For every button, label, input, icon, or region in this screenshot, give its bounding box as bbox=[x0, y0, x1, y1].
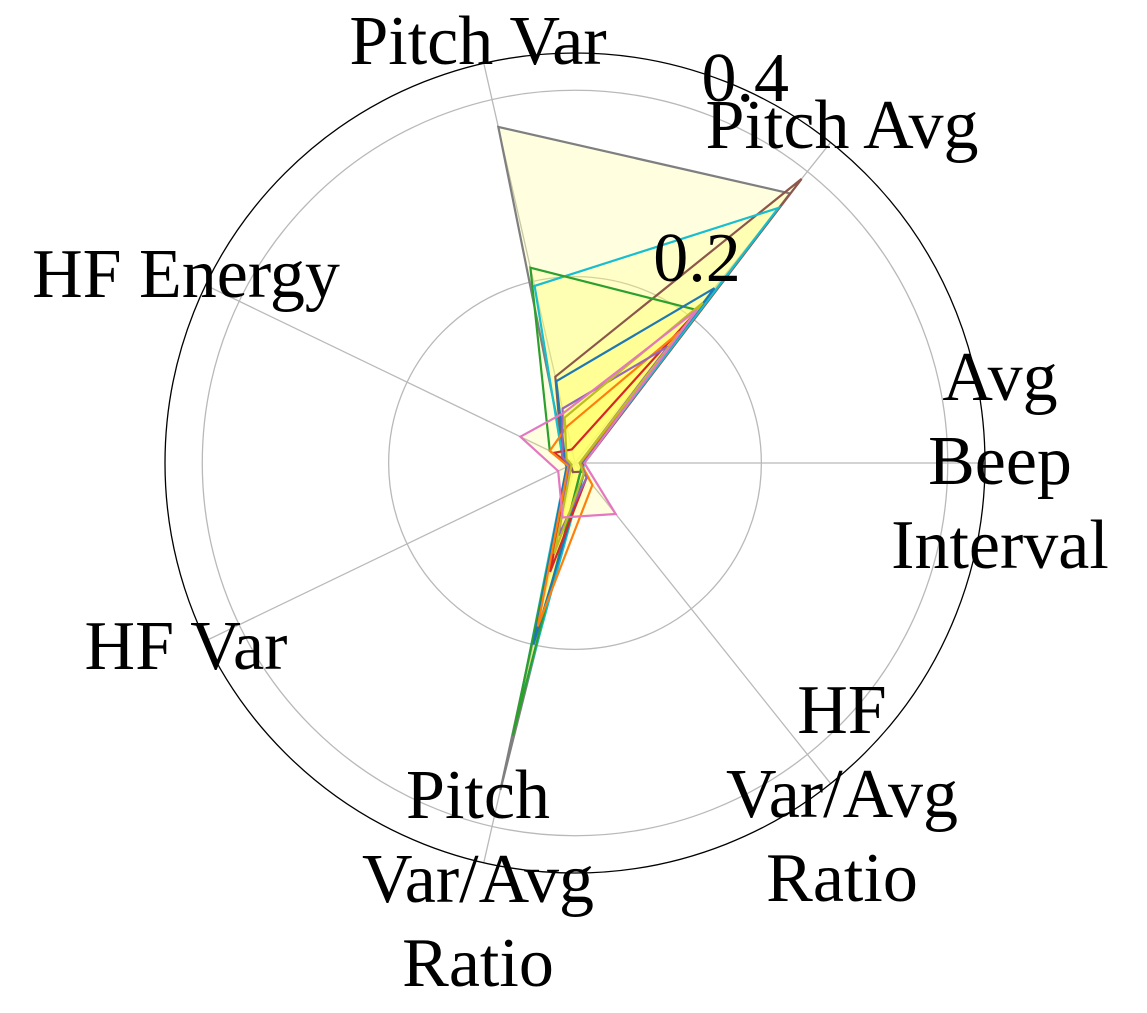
axis-label-4-line-0: HF Var bbox=[85, 608, 288, 685]
axis-label-6-line-0: HF bbox=[797, 672, 886, 749]
axis-label-1: Pitch Avg bbox=[706, 87, 979, 164]
label-layer: 0.2 0.4 Avg Beep Interval Pitch Avg Pitch Var H… bbox=[32, 3, 1109, 1002]
rtick-label-0: 0.2 bbox=[653, 220, 741, 297]
series-fill-8 bbox=[554, 302, 703, 554]
series-fill-9 bbox=[520, 310, 697, 518]
axis-label-0: Avg Beep Interval bbox=[891, 339, 1109, 584]
axis-label-1-line-0: Pitch Avg bbox=[706, 87, 979, 164]
series-fill-2 bbox=[516, 208, 779, 718]
axis-label-4: HF Var bbox=[85, 608, 288, 685]
series-fill-0 bbox=[498, 126, 790, 790]
axis-label-0-line-0: Avg bbox=[942, 339, 1057, 416]
axis-label-5-line-1: Var/Avg bbox=[362, 841, 594, 918]
axis-label-5-line-2: Ratio bbox=[402, 925, 554, 1002]
series-line-6 bbox=[536, 331, 681, 627]
axis-label-6-line-2: Ratio bbox=[766, 840, 918, 917]
axis-label-0-line-1: Beep bbox=[928, 423, 1072, 500]
series-line-7 bbox=[557, 345, 669, 537]
series-fill-4 bbox=[533, 288, 715, 645]
axis-label-5: Pitch Var/Avg Ratio bbox=[362, 757, 594, 1002]
axis-label-3: HF Energy bbox=[32, 236, 340, 313]
series-line-8 bbox=[553, 301, 704, 555]
axis-label-6: HF Var/Avg Ratio bbox=[726, 672, 958, 917]
outer-ring bbox=[164, 52, 986, 874]
series-fill-5 bbox=[550, 317, 692, 572]
spoke-3 bbox=[205, 284, 576, 464]
axis-label-6-line-1: Var/Avg bbox=[726, 756, 958, 833]
series-line-9 bbox=[518, 309, 698, 519]
axis-label-5-line-0: Pitch bbox=[406, 757, 550, 834]
axis-label-3-line-0: HF Energy bbox=[32, 236, 340, 313]
axis-label-2-line-0: Pitch Var bbox=[349, 3, 606, 80]
axis-label-0-line-2: Interval bbox=[891, 507, 1109, 584]
spoke-4 bbox=[205, 462, 576, 642]
spoke-6 bbox=[574, 462, 832, 784]
series-layer bbox=[496, 125, 803, 791]
series-fill-3 bbox=[512, 267, 697, 736]
rtick-label-1: 0.4 bbox=[701, 40, 789, 117]
axis-label-2: Pitch Var bbox=[349, 3, 606, 80]
